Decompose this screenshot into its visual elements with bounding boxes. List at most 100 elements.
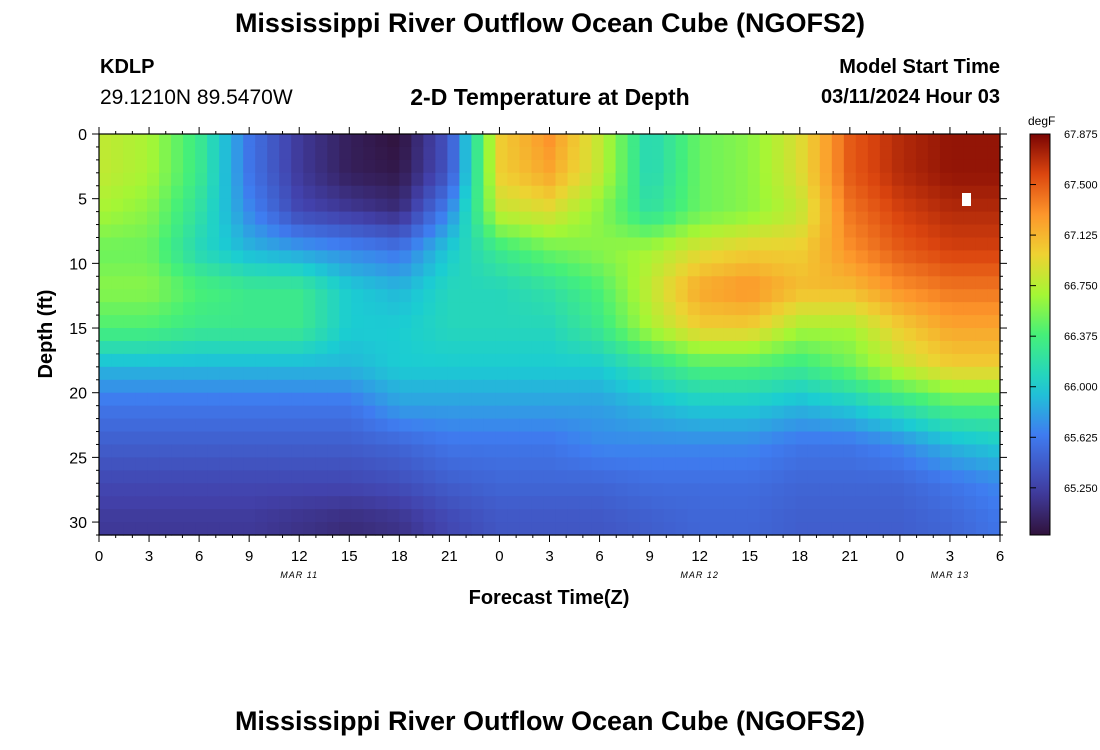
heatmap-cell [123,198,136,213]
heatmap-cell [519,302,533,316]
heatmap-cell [243,328,256,342]
heatmap-cell [951,366,965,381]
heatmap-cell [411,431,424,446]
heatmap-cell [819,146,833,161]
heatmap-cell [903,211,917,226]
heatmap-cell [123,353,136,368]
heatmap-cell [123,509,136,523]
heatmap-cell [855,353,869,368]
heatmap-cell [291,418,304,433]
heatmap-cell [879,263,893,277]
heatmap-cell [579,509,593,523]
heatmap-cell [315,328,328,342]
heatmap-cell [483,146,497,161]
heatmap-cell [375,470,388,484]
heatmap-cell [231,496,244,510]
heatmap-cell [327,366,340,381]
heatmap-cell [423,185,436,200]
heatmap-cell [183,263,196,277]
heatmap-cell [879,134,893,148]
heatmap-cell [687,418,701,433]
heatmap-cell [507,224,521,239]
heatmap-cell [495,302,509,316]
heatmap-cell [315,509,328,523]
heatmap-cell [519,211,533,226]
heatmap-cell [123,237,136,252]
heatmap-cell [555,353,569,368]
heatmap-cell [279,276,292,290]
heatmap-cell [123,522,136,536]
heatmap-cell [591,211,605,226]
heatmap-cell [699,522,713,536]
heatmap-cell [315,263,328,277]
heatmap-cell [663,496,677,510]
heatmap-cell [987,134,1001,148]
heatmap-cell [675,185,689,200]
heatmap-cell [471,237,485,252]
heatmap-cell [759,379,773,394]
heatmap-cell [99,431,112,446]
heatmap-cell [447,470,460,484]
heatmap-cell [183,302,196,316]
heatmap-cell [927,509,941,523]
heatmap-cell [615,276,629,290]
heatmap-cell [591,470,605,484]
heatmap-cell [183,392,196,407]
heatmap-cell [663,509,677,523]
heatmap-cell [639,379,653,394]
heatmap-cell [339,250,352,264]
heatmap-cell [207,185,220,200]
heatmap-cell [387,198,400,213]
heatmap-cell [639,392,653,407]
heatmap-cell [447,444,460,458]
heatmap-cell [327,328,340,342]
heatmap-cell [963,134,977,148]
heatmap-cell [267,185,280,200]
heatmap-cell [951,379,965,394]
heatmap-cell [639,250,653,264]
heatmap-cell [687,431,701,446]
heatmap-cell [675,418,689,433]
heatmap-cell [267,159,280,174]
station-id: KDLP [100,56,155,78]
heatmap-cell [927,444,941,458]
heatmap-cell [819,185,833,200]
heatmap-cell [207,405,220,420]
heatmap-cell [183,483,196,497]
heatmap-cell [723,340,737,355]
heatmap-cell [891,315,905,329]
heatmap-cell [291,134,304,148]
heatmap-cell [231,172,244,187]
heatmap-cell [915,159,929,174]
heatmap-cell [867,470,881,484]
heatmap-cell [699,185,713,200]
heatmap-cell [795,418,809,433]
heatmap-cell [255,405,268,420]
heatmap-cell [783,483,797,497]
heatmap-cell [951,353,965,368]
heatmap-cell [483,444,497,458]
heatmap-cell [495,172,509,187]
heatmap-cell [927,522,941,536]
heatmap-cell [135,496,148,510]
heatmap-cell [879,198,893,213]
heatmap-cell [111,496,124,510]
heatmap-cell [879,405,893,420]
heatmap-cell [255,146,268,161]
heatmap-cell [603,315,617,329]
heatmap-cell [891,496,905,510]
heatmap-cell [423,224,436,239]
heatmap-cell [747,198,761,213]
heatmap-cell [543,392,557,407]
heatmap-cell [795,366,809,381]
heatmap-cell [495,431,509,446]
heatmap-cell [867,134,881,148]
heatmap-cell [111,250,124,264]
heatmap-cell [543,146,557,161]
heatmap-cell [699,263,713,277]
heatmap-cell [759,315,773,329]
heatmap-cell [903,509,917,523]
heatmap-cell [279,379,292,394]
heatmap-cell [123,444,136,458]
heatmap-cell [567,483,581,497]
